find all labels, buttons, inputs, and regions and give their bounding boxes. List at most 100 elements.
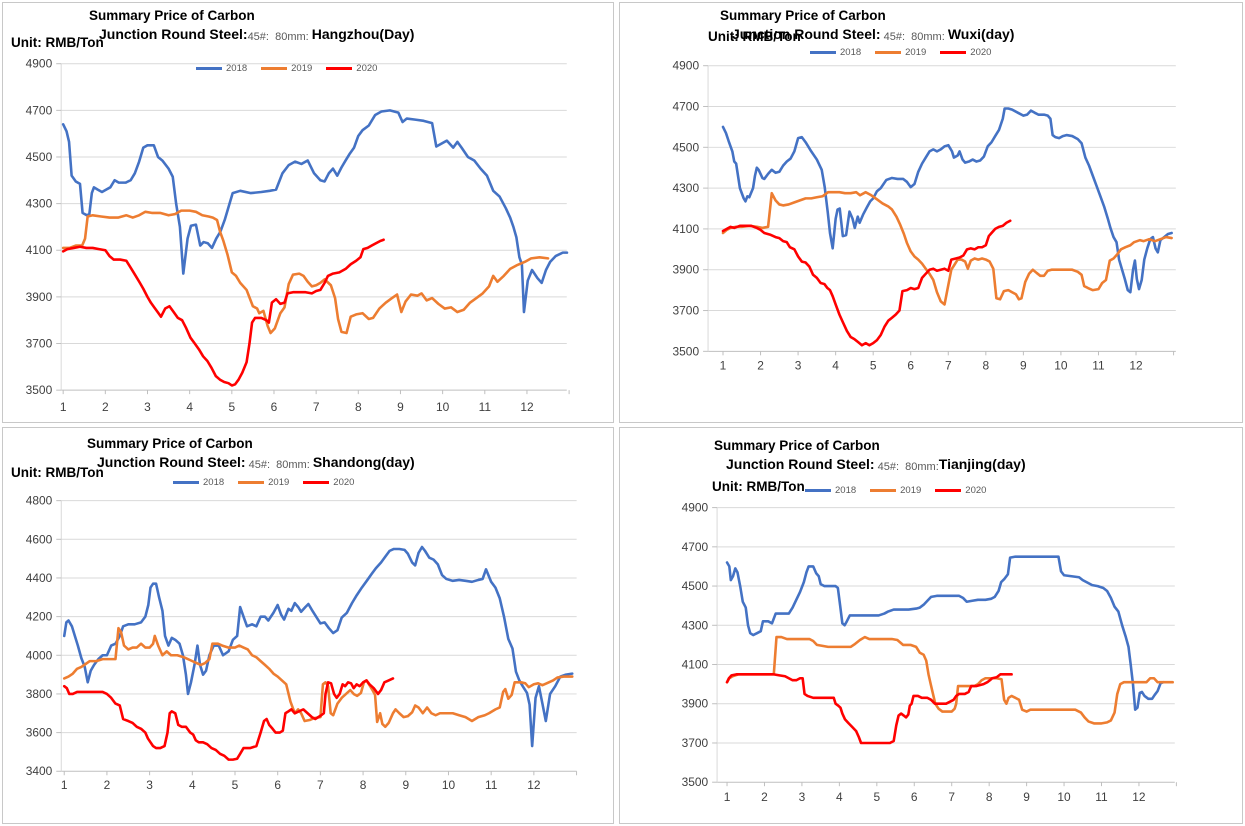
legend-line-swatch bbox=[940, 51, 967, 54]
svg-text:4700: 4700 bbox=[26, 103, 53, 117]
svg-text:1: 1 bbox=[724, 790, 731, 804]
unit-label: Unit: RMB/Ton bbox=[11, 35, 104, 50]
legend-line-swatch bbox=[870, 489, 897, 492]
svg-text:1: 1 bbox=[61, 778, 68, 792]
chart-title-line1: Summary Price of Carbon bbox=[89, 8, 255, 23]
svg-text:4900: 4900 bbox=[26, 57, 53, 71]
svg-text:12: 12 bbox=[520, 400, 534, 414]
legend-line-swatch bbox=[238, 481, 265, 484]
svg-text:4200: 4200 bbox=[26, 610, 53, 624]
chart-title: Summary Price of Carbon Junction Round S… bbox=[620, 428, 1242, 473]
svg-text:6: 6 bbox=[274, 778, 281, 792]
svg-text:4100: 4100 bbox=[26, 243, 53, 257]
svg-text:9: 9 bbox=[397, 400, 404, 414]
svg-text:4300: 4300 bbox=[26, 197, 53, 211]
chart-title-line2: Junction Round Steel: 45#: 80mm: Shandon… bbox=[3, 453, 613, 471]
svg-text:3500: 3500 bbox=[673, 344, 700, 358]
legend-label: 2020 bbox=[333, 477, 355, 488]
chart-title-line1: Summary Price of Carbon bbox=[87, 436, 253, 451]
chart-panel-shandong: Summary Price of Carbon Junction Round S… bbox=[2, 427, 614, 824]
svg-text:4: 4 bbox=[836, 790, 843, 804]
svg-text:11: 11 bbox=[1095, 790, 1108, 804]
chart-title-city: Shandong(day) bbox=[312, 453, 415, 470]
svg-text:4500: 4500 bbox=[673, 140, 700, 154]
svg-text:2: 2 bbox=[761, 790, 768, 804]
legend-item-2019: 2019 bbox=[875, 47, 926, 58]
chart-title-product: Junction Round Steel: bbox=[726, 455, 875, 472]
chart-title-spec: 45#: 80mm: bbox=[880, 30, 948, 43]
chart-title-product: Junction Round Steel: bbox=[97, 453, 246, 470]
series-line-2019 bbox=[62, 626, 574, 729]
legend-line-swatch bbox=[875, 51, 902, 54]
svg-text:8: 8 bbox=[355, 400, 362, 414]
legend-label: 2020 bbox=[356, 63, 378, 74]
svg-text:7: 7 bbox=[948, 790, 955, 804]
legend-line-swatch bbox=[935, 489, 962, 492]
svg-text:12: 12 bbox=[527, 778, 541, 792]
series-line-2019 bbox=[721, 190, 1173, 306]
svg-text:6: 6 bbox=[911, 790, 918, 804]
axis-ticks bbox=[56, 500, 578, 776]
svg-text:3: 3 bbox=[799, 790, 806, 804]
chart-panel-wuxi: Summary Price of Carbon Junction Round S… bbox=[619, 2, 1243, 423]
chart-title-line2: Junction Round Steel:45#: 80mm: Hangzhou… bbox=[3, 25, 613, 43]
chart-legend: 2018 2019 2020 bbox=[173, 477, 354, 488]
gridlines bbox=[716, 507, 1175, 783]
svg-text:2: 2 bbox=[102, 400, 109, 414]
svg-text:3600: 3600 bbox=[26, 726, 53, 740]
svg-text:9: 9 bbox=[1023, 790, 1030, 804]
legend-item-2019: 2019 bbox=[238, 477, 289, 488]
svg-text:3900: 3900 bbox=[673, 263, 700, 277]
chart-title: Summary Price of Carbon Junction Round S… bbox=[620, 3, 1242, 43]
legend-item-2020: 2020 bbox=[935, 485, 986, 496]
chart-title-city: Tianjing(day) bbox=[938, 455, 1026, 472]
svg-text:4400: 4400 bbox=[26, 571, 53, 585]
series-line-2019 bbox=[61, 209, 550, 335]
svg-text:5: 5 bbox=[228, 400, 235, 414]
svg-text:3700: 3700 bbox=[673, 304, 700, 318]
unit-label: Unit: RMB/Ton bbox=[712, 479, 805, 494]
svg-text:3700: 3700 bbox=[26, 336, 53, 350]
unit-label: Unit: RMB/Ton bbox=[708, 29, 801, 44]
series-line-2018 bbox=[721, 107, 1173, 294]
svg-text:4700: 4700 bbox=[682, 540, 709, 554]
legend-item-2018: 2018 bbox=[196, 63, 247, 74]
svg-text:8: 8 bbox=[983, 358, 990, 372]
svg-text:3700: 3700 bbox=[682, 736, 709, 750]
chart-title-city: Wuxi(day) bbox=[947, 25, 1015, 42]
svg-text:4800: 4800 bbox=[26, 494, 53, 508]
legend-item-2020: 2020 bbox=[303, 477, 354, 488]
axis-ticks bbox=[703, 65, 1175, 356]
series-line-2020 bbox=[725, 673, 1013, 745]
svg-text:3900: 3900 bbox=[26, 290, 53, 304]
svg-text:7: 7 bbox=[317, 778, 324, 792]
svg-text:1: 1 bbox=[60, 400, 67, 414]
axis-ticks bbox=[56, 63, 570, 395]
chart-title-city: Hangzhou(Day) bbox=[311, 25, 415, 42]
gridlines bbox=[60, 63, 567, 391]
legend-line-swatch bbox=[303, 481, 330, 484]
legend-item-2019: 2019 bbox=[261, 63, 312, 74]
series-line-2019 bbox=[725, 635, 1174, 725]
legend-label: 2019 bbox=[291, 63, 313, 74]
svg-text:3500: 3500 bbox=[682, 775, 709, 789]
chart-legend: 2018 2019 2020 bbox=[810, 47, 991, 58]
legend-line-swatch bbox=[810, 51, 836, 54]
series-line-2018 bbox=[62, 545, 574, 748]
svg-text:6: 6 bbox=[271, 400, 278, 414]
series-line-2020 bbox=[721, 219, 1012, 347]
chart-panel-hangzhou: Summary Price of Carbon Junction Round S… bbox=[2, 2, 614, 423]
legend-label: 2018 bbox=[203, 477, 225, 488]
svg-text:4500: 4500 bbox=[682, 579, 709, 593]
svg-text:10: 10 bbox=[436, 400, 450, 414]
legend-label: 2018 bbox=[840, 47, 862, 58]
chart-title-spec: 45#: 80mm: bbox=[247, 30, 312, 43]
svg-text:4: 4 bbox=[189, 778, 196, 792]
svg-text:10: 10 bbox=[1054, 358, 1068, 372]
svg-text:4100: 4100 bbox=[682, 657, 709, 671]
series-line-2020 bbox=[61, 238, 385, 387]
svg-text:3800: 3800 bbox=[26, 687, 53, 701]
chart-title-product: Junction Round Steel: bbox=[732, 25, 881, 42]
chart-title-line2: Junction Round Steel: 45#: 80mm: Wuxi(da… bbox=[620, 25, 1242, 43]
